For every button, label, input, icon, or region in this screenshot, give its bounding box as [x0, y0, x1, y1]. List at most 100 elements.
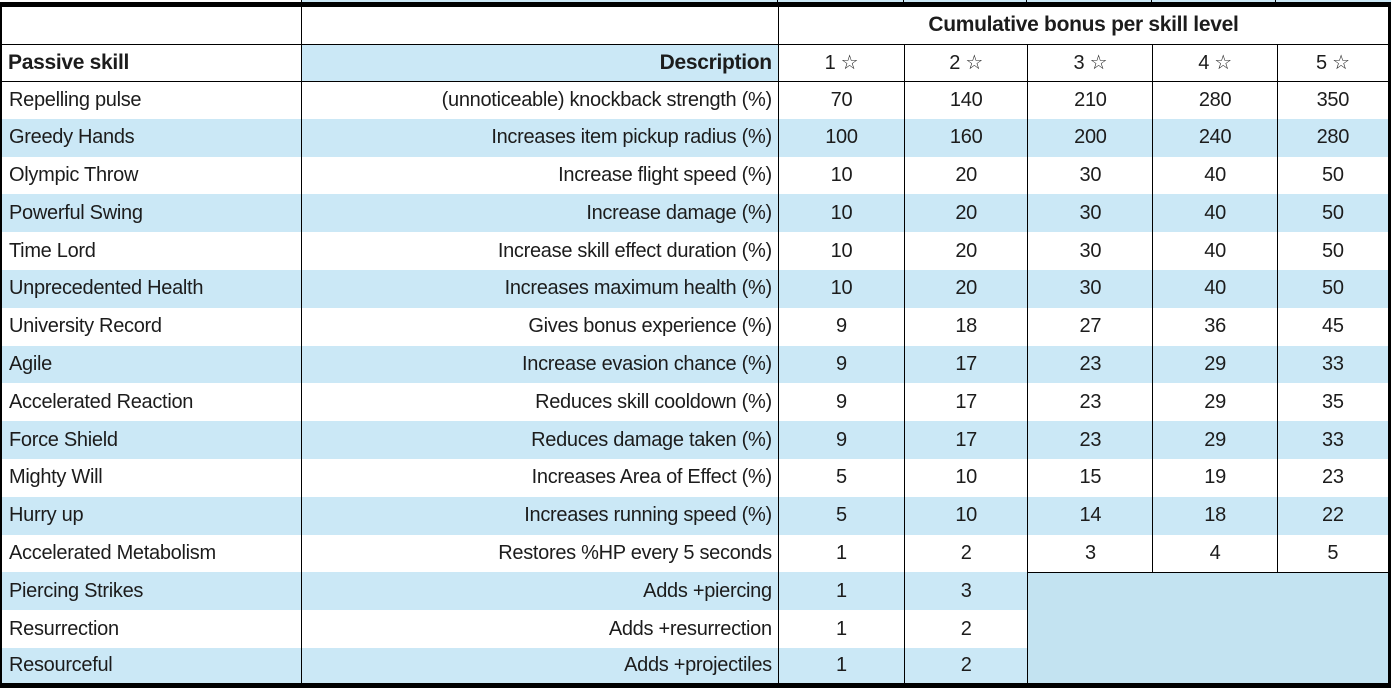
- table-row: Olympic Throw Increase flight speed (%) …: [1, 156, 1390, 195]
- skill-level-5-header: 5 ☆: [1276, 44, 1390, 82]
- skill-name: Accelerated Metabolism: [9, 541, 216, 564]
- bonus-value: 23: [1027, 421, 1153, 459]
- bonus-value: 3: [1027, 534, 1153, 573]
- table-row: University Record Gives bonus experience…: [1, 307, 1390, 346]
- bonus-value: 10: [777, 232, 905, 270]
- bonus-value: 9: [777, 307, 905, 346]
- skill-name: Mighty Will: [9, 466, 103, 489]
- bonus-value: 33: [1276, 345, 1390, 384]
- skill-description: Increases Area of Effect (%): [301, 458, 779, 497]
- table-row: Agile Increase evasion chance (%) 9 17 2…: [1, 345, 1390, 384]
- column-header-row: Passive skill Description 1 ☆ 2 ☆ 3 ☆ 4 …: [1, 44, 1390, 82]
- bonus-value: 29: [1152, 421, 1278, 459]
- bonus-value: 40: [1152, 232, 1278, 270]
- skill-description: Adds +projectiles: [301, 647, 779, 686]
- empty-merged-cell: [1027, 571, 1390, 686]
- bonus-value: 23: [1276, 458, 1390, 497]
- bonus-value: 40: [1152, 269, 1278, 308]
- bonus-value: 10: [904, 458, 1028, 497]
- bonus-value: 27: [1027, 307, 1153, 346]
- bonus-value: 36: [1152, 307, 1278, 346]
- table-row: Piercing Strikes Adds +piercing 1 3: [1, 571, 1390, 686]
- skill-name: Piercing Strikes: [9, 579, 144, 602]
- bonus-value: 50: [1276, 232, 1390, 270]
- bonus-value: 30: [1027, 232, 1153, 270]
- skill-level-1-header: 1 ☆: [777, 44, 905, 82]
- skill-level-4-header: 4 ☆: [1152, 44, 1278, 82]
- bonus-value: 200: [1027, 118, 1153, 157]
- skill-description: (unnoticeable) knockback strength (%): [301, 81, 779, 119]
- table-row: Greedy Hands Increases item pickup radiu…: [1, 118, 1390, 157]
- description-column-header: Description: [301, 44, 779, 82]
- passive-skills-table: Cumulative bonus per skill level Passive…: [0, 7, 1391, 689]
- skill-description: Reduces damage taken (%): [301, 421, 779, 459]
- bonus-value: 23: [1027, 345, 1153, 384]
- bonus-value: 23: [1027, 383, 1153, 422]
- bonus-value: 33: [1276, 421, 1390, 459]
- table-row: Unprecedented Health Increases maximum h…: [1, 269, 1390, 308]
- bonus-value: 210: [1027, 81, 1153, 119]
- bonus-value: 280: [1152, 81, 1278, 119]
- bonus-value: 20: [904, 194, 1028, 233]
- skill-description: Restores %HP every 5 seconds: [301, 534, 779, 573]
- skill-name: Greedy Hands: [9, 126, 135, 149]
- table-row: Accelerated Metabolism Restores %HP ever…: [1, 534, 1390, 573]
- skill-name: University Record: [9, 315, 162, 338]
- bonus-value: 9: [777, 345, 905, 384]
- bonus-value: 1: [777, 610, 905, 648]
- skill-description: Increase damage (%): [301, 194, 779, 233]
- bonus-value: 5: [777, 496, 905, 535]
- bonus-value: 240: [1152, 118, 1278, 157]
- bonus-value: 2: [904, 647, 1028, 686]
- skill-level-3-header: 3 ☆: [1027, 44, 1153, 82]
- skill-name: Agile: [9, 352, 52, 375]
- bonus-value: 1: [777, 647, 905, 686]
- cumulative-bonus-title: Cumulative bonus per skill level: [777, 7, 1390, 45]
- table-row: Powerful Swing Increase damage (%) 10 20…: [1, 194, 1390, 233]
- bonus-value: 40: [1152, 156, 1278, 195]
- bonus-value: 3: [904, 572, 1028, 611]
- cutoff-row-sliver: [0, 0, 1391, 2]
- skill-description: Adds +piercing: [301, 572, 779, 611]
- bonus-value: 50: [1276, 194, 1390, 233]
- table-row: Hurry up Increases running speed (%) 5 1…: [1, 496, 1390, 535]
- table-row: Force Shield Reduces damage taken (%) 9 …: [1, 421, 1390, 459]
- bonus-value: 100: [777, 118, 905, 157]
- bonus-value: 45: [1276, 307, 1390, 346]
- bonus-value: 18: [1152, 496, 1278, 535]
- bonus-value: 22: [1276, 496, 1390, 535]
- bonus-value: 30: [1027, 194, 1153, 233]
- bonus-value: 20: [904, 156, 1028, 195]
- skill-description: Adds +resurrection: [301, 610, 779, 648]
- table-row: Accelerated Reaction Reduces skill coold…: [1, 383, 1390, 422]
- empty-header-cell: [301, 7, 779, 45]
- bonus-value: 50: [1276, 156, 1390, 195]
- skill-name: Accelerated Reaction: [9, 390, 194, 413]
- bonus-value: 1: [777, 572, 905, 611]
- table-row: Time Lord Increase skill effect duration…: [1, 232, 1390, 270]
- skill-description: Increases running speed (%): [301, 496, 779, 535]
- skill-name: Force Shield: [9, 428, 118, 451]
- bonus-value: 2: [904, 610, 1028, 648]
- bonus-value: 9: [777, 383, 905, 422]
- bonus-value: 40: [1152, 194, 1278, 233]
- table-row: Repelling pulse (unnoticeable) knockback…: [1, 81, 1390, 119]
- bonus-value: 10: [777, 269, 905, 308]
- bonus-value: 280: [1276, 118, 1390, 157]
- bonus-value: 17: [904, 345, 1028, 384]
- bonus-value: 19: [1152, 458, 1278, 497]
- skill-name: Hurry up: [9, 504, 84, 527]
- skill-description: Increase evasion chance (%): [301, 345, 779, 384]
- skill-description: Increases maximum health (%): [301, 269, 779, 308]
- table-row: Mighty Will Increases Area of Effect (%)…: [1, 458, 1390, 497]
- bonus-value: 50: [1276, 269, 1390, 308]
- passive-skill-column-header: Passive skill: [1, 44, 302, 82]
- skill-name: Powerful Swing: [9, 201, 143, 224]
- bonus-value: 9: [777, 421, 905, 459]
- bonus-value: 10: [777, 194, 905, 233]
- skill-description: Increase flight speed (%): [301, 156, 779, 195]
- bonus-value: 1: [777, 534, 905, 573]
- skill-name: Repelling pulse: [9, 88, 142, 111]
- skill-name: Unprecedented Health: [9, 277, 204, 300]
